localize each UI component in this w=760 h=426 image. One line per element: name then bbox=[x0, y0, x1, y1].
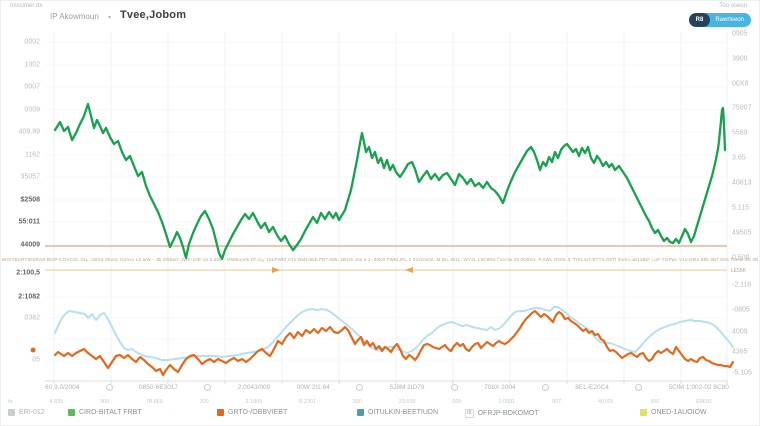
y-axis-label-right: 5589 bbox=[732, 129, 748, 137]
y-axis-label-right: -5.105 bbox=[732, 369, 752, 377]
y-axis-label-right: 40813 bbox=[732, 179, 752, 187]
x-axis-marker-circle bbox=[541, 384, 549, 391]
series-line-ciro-bitalt-frbt bbox=[53, 102, 727, 261]
y-axis-label-right: -0805 bbox=[732, 306, 750, 314]
stat-value: 907 bbox=[552, 399, 562, 405]
stat-value: In bbox=[8, 399, 13, 405]
legend-item-eri-012[interactable]: ERI-012 bbox=[8, 409, 45, 416]
y-axis-label-left: 2:100,5 bbox=[16, 269, 40, 277]
symbol-dropdown[interactable]: IP Akowmoun ▾ bbox=[50, 12, 111, 21]
y-axis-label-right: 49505 bbox=[732, 229, 752, 237]
stat-value: 900 bbox=[99, 399, 110, 405]
annotation-right-label: LE55K bbox=[731, 268, 747, 274]
y-axis-label-left: 0002 bbox=[24, 38, 40, 46]
x-axis-label: 5CIM 1:002-02 8C80 bbox=[668, 384, 729, 391]
stat-value: 300 bbox=[199, 399, 209, 405]
legend-label: ERI-012 bbox=[19, 409, 45, 416]
x-axis-label: 5J8M 2ID79 bbox=[389, 384, 425, 391]
series-line-oitulkin-beetiudn bbox=[54, 306, 734, 361]
arrow-right-icon bbox=[272, 267, 280, 273]
x-axis-marker-circle bbox=[204, 384, 212, 391]
y-axis-label-right: 4365 bbox=[732, 348, 748, 356]
stat-value: 1.0891 bbox=[498, 399, 516, 405]
top-right-note: Too oseon bbox=[719, 3, 747, 9]
y-axis-label-left: 2:1082 bbox=[18, 293, 40, 301]
y-axis-label-right: 3900 bbox=[732, 55, 748, 63]
y-axis-label-right: 00X8 bbox=[732, 80, 749, 88]
x-axis: 60,9.0/2004 0850-6E3017 2.0043/009 00W 2I1.… bbox=[45, 384, 729, 391]
legend-label: GRTO-/OBBVIEBT bbox=[228, 409, 288, 416]
page-title: Tvee,Jobom bbox=[120, 9, 187, 21]
stat-value: 4.835 bbox=[49, 399, 64, 405]
y-axis-label-left: 0007 bbox=[24, 83, 40, 91]
legend-item-oned-1auoiow[interactable]: ONED-1AUOIOW bbox=[640, 409, 707, 416]
symbol-label: IP Akowmoun bbox=[50, 12, 99, 21]
stat-value: E5691 bbox=[696, 399, 712, 405]
legend-item-oitulkin-beetiudn[interactable]: OITULKIN-BEETIUDN bbox=[357, 409, 438, 416]
x-axis-label: 708X 2004 bbox=[484, 384, 516, 391]
stat-value: 300 bbox=[352, 399, 362, 405]
legend-swatch bbox=[640, 409, 647, 416]
annotation-text: WOITBURTIESRAN BtoP-COVCSL 31L: ABX3 Sbo… bbox=[2, 257, 758, 262]
legend-badge: I8 bbox=[465, 409, 474, 418]
y-axis-label-left: 409,99 bbox=[18, 128, 40, 136]
legend-item-ofrjp-bokomot[interactable]: I8 OFRJP-BOKOMOT bbox=[465, 409, 539, 418]
y-axis-label-left: $2508 bbox=[20, 196, 40, 204]
stat-value: 300 bbox=[650, 399, 660, 405]
y-axis-label-left: 05 bbox=[32, 356, 40, 364]
legend-swatch bbox=[8, 409, 15, 416]
x-axis-marker-circle bbox=[450, 384, 458, 391]
legend-swatch bbox=[68, 409, 75, 416]
y-axis-label-left: 0382 bbox=[24, 314, 40, 322]
legend-item-grto-obbviebt[interactable]: GRTO-/OBBVIEBT bbox=[217, 409, 287, 416]
legend-item-ciro-bitalt-frbt[interactable]: CIRO-BITALT FRBT bbox=[68, 409, 142, 416]
stat-value: 8.2301 bbox=[299, 399, 316, 405]
y-axis-label-right: 0.509 bbox=[732, 254, 750, 262]
legend-label: ONED-1AUOIOW bbox=[651, 409, 707, 416]
x-axis-label: 60,9.0/2004 bbox=[45, 384, 80, 391]
y-axis-label-left: 0009 bbox=[24, 106, 40, 114]
corner-note: Imscimer dx bbox=[10, 3, 43, 9]
stat-value: 000 bbox=[452, 399, 462, 405]
x-axis-label: 2.0043/009 bbox=[237, 384, 271, 391]
x-axis-label: 0850-6E3017 bbox=[139, 384, 179, 391]
x-axis-marker-circle bbox=[635, 384, 643, 391]
y-axis-label-left: 1002 bbox=[24, 61, 40, 69]
x-axis-label: 8EL-E20C4 bbox=[575, 384, 609, 391]
stats-row: In 4.835 900 78.869 300 3.1809 8.2301 300 33.695… bbox=[8, 399, 712, 405]
arrow-left-icon bbox=[405, 267, 413, 273]
series-line-grto-obbviebt bbox=[53, 309, 735, 377]
legend-label: OITULKIN-BEETIUDN bbox=[368, 409, 439, 416]
y-axis-label-right: 3.65 bbox=[732, 154, 746, 162]
y-axis-label-right: 75807 bbox=[732, 104, 752, 112]
y-axis-label-right: 0905 bbox=[732, 30, 748, 38]
y-axis-label-left: 55:011 bbox=[18, 218, 40, 226]
toggle-left-option[interactable]: R8 bbox=[688, 13, 711, 27]
legend-label: OFRJP-BOKOMOT bbox=[477, 410, 539, 417]
toggle-right-option[interactable]: Rawrleeon bbox=[703, 13, 751, 27]
stat-value: 40165 bbox=[598, 399, 614, 405]
legend-swatch bbox=[217, 409, 224, 416]
x-axis-label: 00W 2I1.64 bbox=[296, 384, 330, 391]
x-axis-marker-circle bbox=[356, 384, 364, 391]
legend-swatch bbox=[357, 409, 364, 416]
marker-dot bbox=[30, 347, 36, 353]
chevron-down-icon: ▾ bbox=[108, 15, 112, 21]
y-axis-label-left: 35057 bbox=[20, 173, 40, 181]
y-axis-label-left: 44009 bbox=[20, 241, 40, 249]
legend-label: CIRO-BITALT FRBT bbox=[79, 409, 142, 416]
y-axis-label-right: -2.116 bbox=[732, 281, 752, 289]
x-axis-marker-circle bbox=[105, 384, 113, 391]
y-axis-label-right: 5.115 bbox=[732, 204, 749, 212]
y-axis-label-left: 1162 bbox=[24, 151, 40, 159]
stat-value: 78.869 bbox=[145, 399, 163, 405]
view-toggle[interactable]: R8 Rawrleeon bbox=[688, 13, 751, 27]
stat-value: 33.695 bbox=[398, 399, 416, 405]
stat-value: 3.1809 bbox=[245, 399, 263, 405]
y-axis-label-right: 4009 bbox=[732, 328, 748, 336]
